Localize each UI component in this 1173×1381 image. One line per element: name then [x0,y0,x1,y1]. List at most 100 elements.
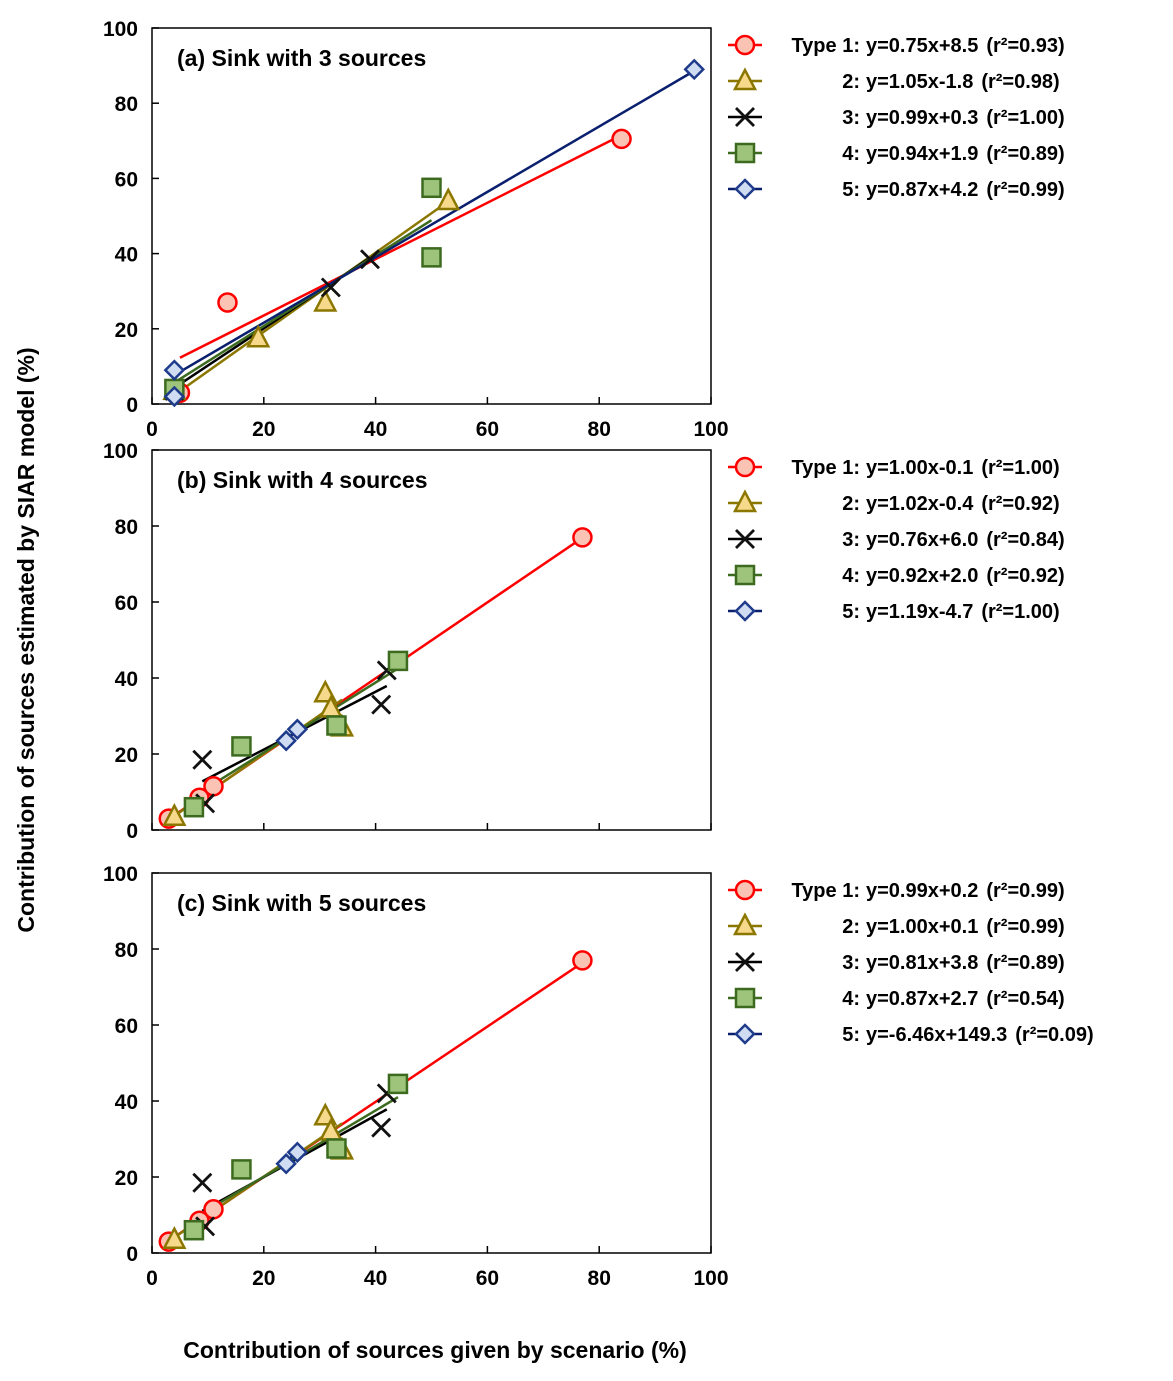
legend-equation: y=0.99x+0.2 [866,880,978,902]
legend-equation: y=-6.46x+149.3 [866,1024,1007,1046]
y-tick-label: 20 [115,1167,138,1190]
legend-marker-type-3 [735,529,755,549]
legend-equation: y=1.00x-0.1 [866,457,973,479]
data-point-type-3 [360,249,380,270]
y-tick-label: 100 [103,18,138,41]
x-axis-label: Contribution of sources given by scenari… [183,1337,687,1363]
fit-line-type-4 [173,219,433,384]
data-point-type-5 [163,385,186,408]
x-tick-label: 0 [146,418,158,441]
legend-r2: (r²=0.89) [986,143,1064,165]
legend-equation: y=0.81x+3.8 [866,952,978,974]
data-point-type-4 [183,1219,205,1241]
legend-r2: (r²=0.92) [986,565,1064,587]
data-point-type-5 [275,729,297,752]
data-point-type-1 [203,776,224,797]
y-tick-label: 60 [115,1015,138,1038]
legend-r2: (r²=0.09) [1015,1024,1093,1046]
data-point-type-2 [246,324,271,348]
plot-frame [151,27,712,405]
x-tick-label: 80 [588,1267,611,1290]
data-point-type-1 [611,128,632,150]
legend-type-number: Type 1: [791,880,860,902]
x-tick-label: 80 [588,418,611,441]
legend-marker-type-4 [734,564,756,586]
legend-equation: y=0.76x+6.0 [866,529,978,551]
y-tick-label: 80 [115,93,138,116]
legend-type-number: 4: [842,988,860,1010]
data-point-type-2 [436,187,461,211]
y-tick-label: 80 [115,516,138,539]
x-tick-label: 60 [476,418,499,441]
y-tick-label: 40 [115,1091,138,1114]
y-tick-label: 40 [115,244,138,267]
legend-type-number: Type 1: [791,457,860,479]
data-point-type-4 [326,715,347,736]
legend-type-number: 5: [842,601,860,623]
data-point-type-4 [231,736,252,757]
legend-type-number: 3: [842,952,860,974]
data-point-type-5 [275,1152,297,1175]
data-point-type-3 [192,749,213,770]
data-point-type-1 [572,950,593,971]
panel-title: (b) Sink with 4 sources [177,467,428,493]
data-point-type-5 [683,58,705,81]
legend-marker-type-1 [734,34,756,56]
y-tick-label: 20 [115,319,138,342]
data-point-type-3 [192,1172,213,1193]
legend-type-number: 2: [842,71,860,93]
y-tick-label: 20 [115,744,138,767]
panel-title: (a) Sink with 3 sources [177,45,426,71]
legend-marker-type-3 [735,107,755,127]
data-point-type-2 [162,1226,187,1249]
legend-r2: (r²=1.00) [981,601,1059,623]
legend-r2: (r²=0.54) [986,988,1064,1010]
data-point-type-5 [163,359,186,381]
data-point-type-4 [421,247,442,268]
legend-equation: y=0.99x+0.3 [866,107,978,129]
data-point-type-1 [572,527,593,548]
legend-marker-type-2 [732,489,758,513]
legend-marker-type-2 [732,912,758,936]
panel-2: 0 20 40 60 80 100 (b) Sink with 4 sources Type … [103,440,1065,843]
y-tick-label: 100 [103,863,138,886]
panel-title: (c) Sink with 5 sources [177,890,426,916]
legend-marker-type-1 [734,879,756,901]
legend-equation: y=0.87x+2.7 [866,988,978,1010]
legend-r2: (r²=0.92) [981,493,1059,515]
panel-3: 0 20 40 60 80 100 0 20 40 60 80 100 (c) Sink with 5 … [103,863,1094,1290]
y-tick-label: 100 [103,440,138,463]
legend-type-number: 5: [842,1024,860,1046]
legend-equation: y=1.00x+0.1 [866,916,978,938]
data-point-type-3 [371,694,392,715]
legend-r2: (r²=1.00) [986,107,1064,129]
x-tick-label: 0 [146,1267,158,1290]
data-point-type-5 [286,1141,309,1164]
legend-r2: (r²=1.00) [981,457,1059,479]
legend-type-number: Type 1: [791,35,860,57]
fit-line-type-1 [179,134,623,359]
x-tick-label: 100 [693,1267,728,1290]
y-axis-label: Contribution of sources estimated by SIA… [13,347,39,932]
data-point-type-3 [371,1117,392,1138]
legend-marker-type-5 [734,178,756,200]
legend-r2: (r²=0.99) [986,880,1064,902]
legend-equation: y=1.02x-0.4 [866,493,974,515]
legend-r2: (r²=0.99) [986,179,1064,201]
legend-type-number: 4: [842,565,860,587]
data-point-type-2 [162,803,187,826]
fit-line-type-5 [173,69,695,377]
x-tick-label: 20 [252,418,275,441]
data-point-type-5 [286,718,309,741]
data-point-type-1 [217,292,238,313]
legend-equation: y=1.19x-4.7 [866,601,973,623]
data-point-type-3 [320,277,341,298]
legend-type-number: 2: [842,916,860,938]
y-tick-label: 40 [115,668,138,691]
legend-r2: (r²=0.99) [986,916,1064,938]
legend-equation: y=0.94x+1.9 [866,143,978,165]
legend-r2: (r²=0.93) [986,35,1064,57]
x-tick-label: 60 [476,1267,499,1290]
x-tick-label: 40 [364,1267,387,1290]
legend-marker-type-4 [734,987,756,1009]
